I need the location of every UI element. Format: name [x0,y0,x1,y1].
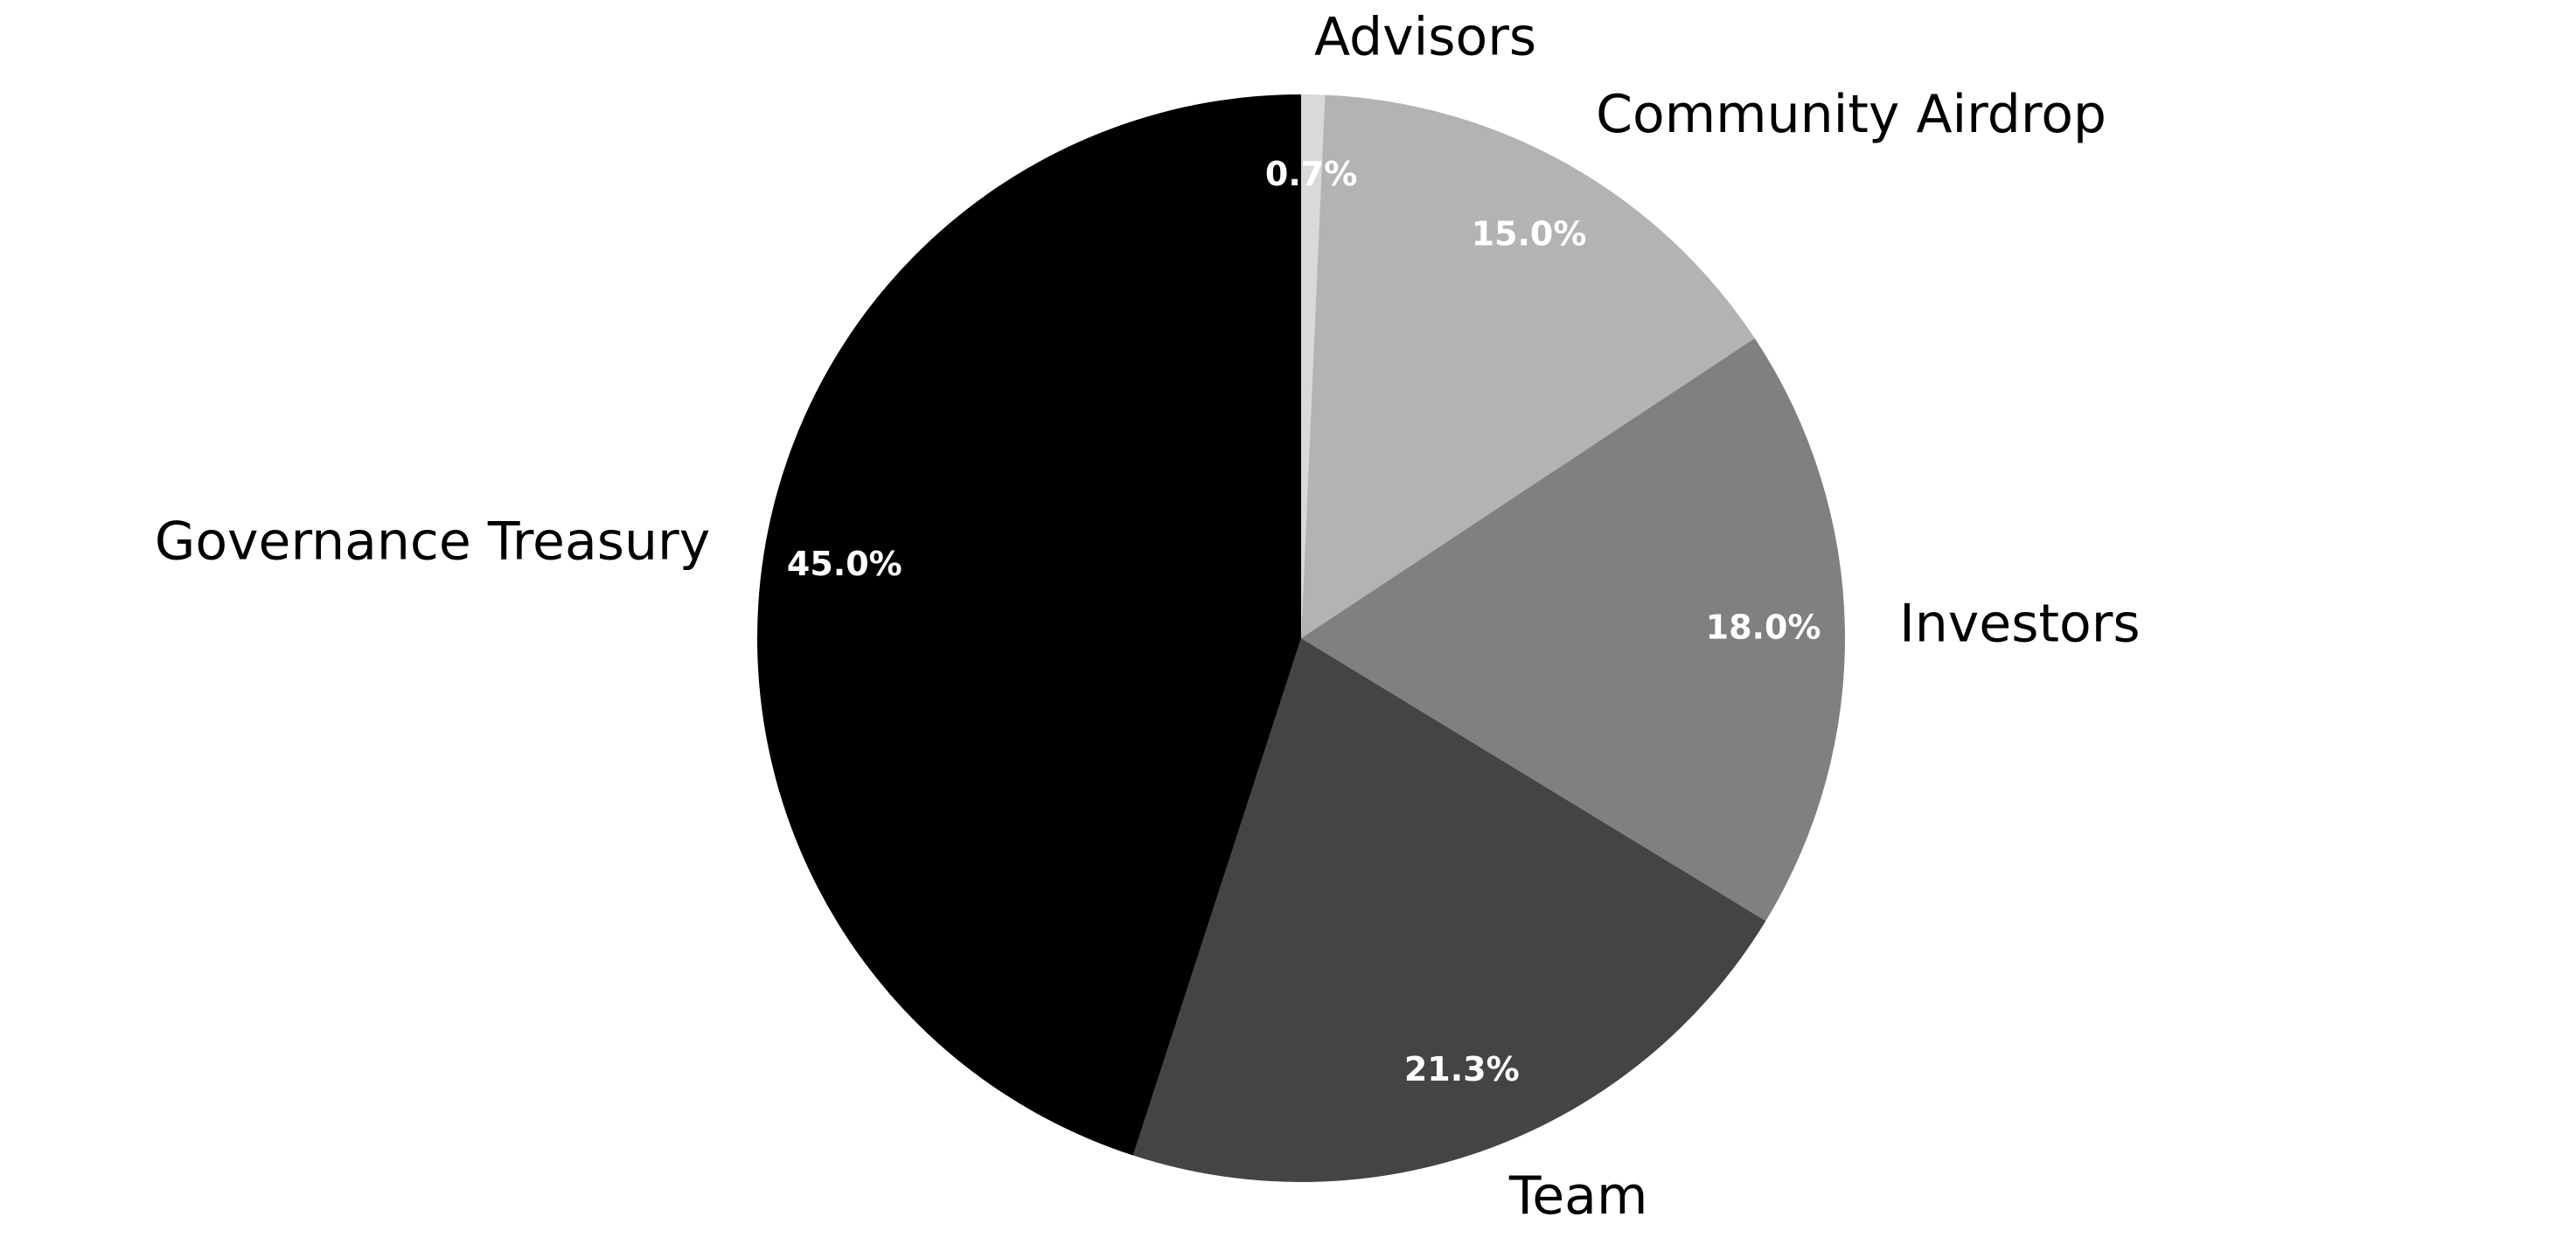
category-label: Investors [1899,594,2141,655]
pie-slice [1132,638,1766,1182]
pie-slice [757,94,1301,1156]
value-label: 21.3% [1404,1050,1520,1089]
category-label: Advisors [1314,7,1536,68]
pie-slice [1301,94,1326,638]
pie-slice [1301,94,1755,639]
category-label: Team [1508,1165,1648,1227]
pie-slice [1301,337,1845,922]
category-label: Governance Treasury [155,511,710,573]
value-label: 15.0% [1472,214,1587,253]
value-label: 45.0% [787,545,902,583]
category-label: Community Airdrop [1596,84,2106,145]
value-label: 0.7% [1265,155,1357,193]
value-label: 18.0% [1706,609,1821,647]
